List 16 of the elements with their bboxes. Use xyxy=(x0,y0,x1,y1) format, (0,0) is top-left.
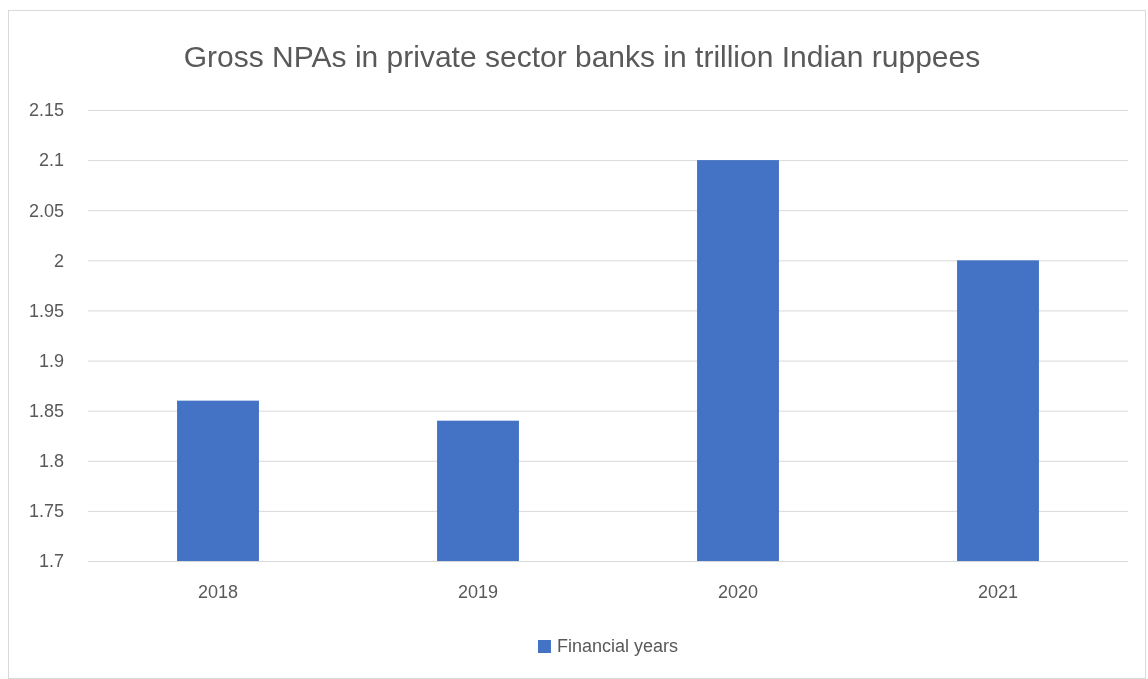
y-tick-label: 1.8 xyxy=(38,451,64,472)
x-tick-label: 2019 xyxy=(457,582,499,602)
x-tick-label: 2018 xyxy=(197,582,239,602)
y-tick-label: 1.85 xyxy=(28,400,64,421)
x-tick-label: 2020 xyxy=(717,582,759,602)
y-tick-label: 2.15 xyxy=(28,100,64,121)
y-tick-label: 1.95 xyxy=(28,300,64,321)
legend-label: Financial years xyxy=(556,636,679,656)
x-tick-label: 2021 xyxy=(977,582,1019,602)
chart-title: Gross NPAs in private sector banks in trillion Indian ruppees xyxy=(183,40,981,73)
y-tick-label: 2.1 xyxy=(38,150,64,171)
y-tick-label: 1.75 xyxy=(28,501,64,522)
y-tick-label: 2 xyxy=(53,250,64,271)
y-tick-label: 2.05 xyxy=(28,200,64,221)
y-tick-label: 1.7 xyxy=(38,551,64,572)
y-tick-label: 1.9 xyxy=(38,350,64,371)
